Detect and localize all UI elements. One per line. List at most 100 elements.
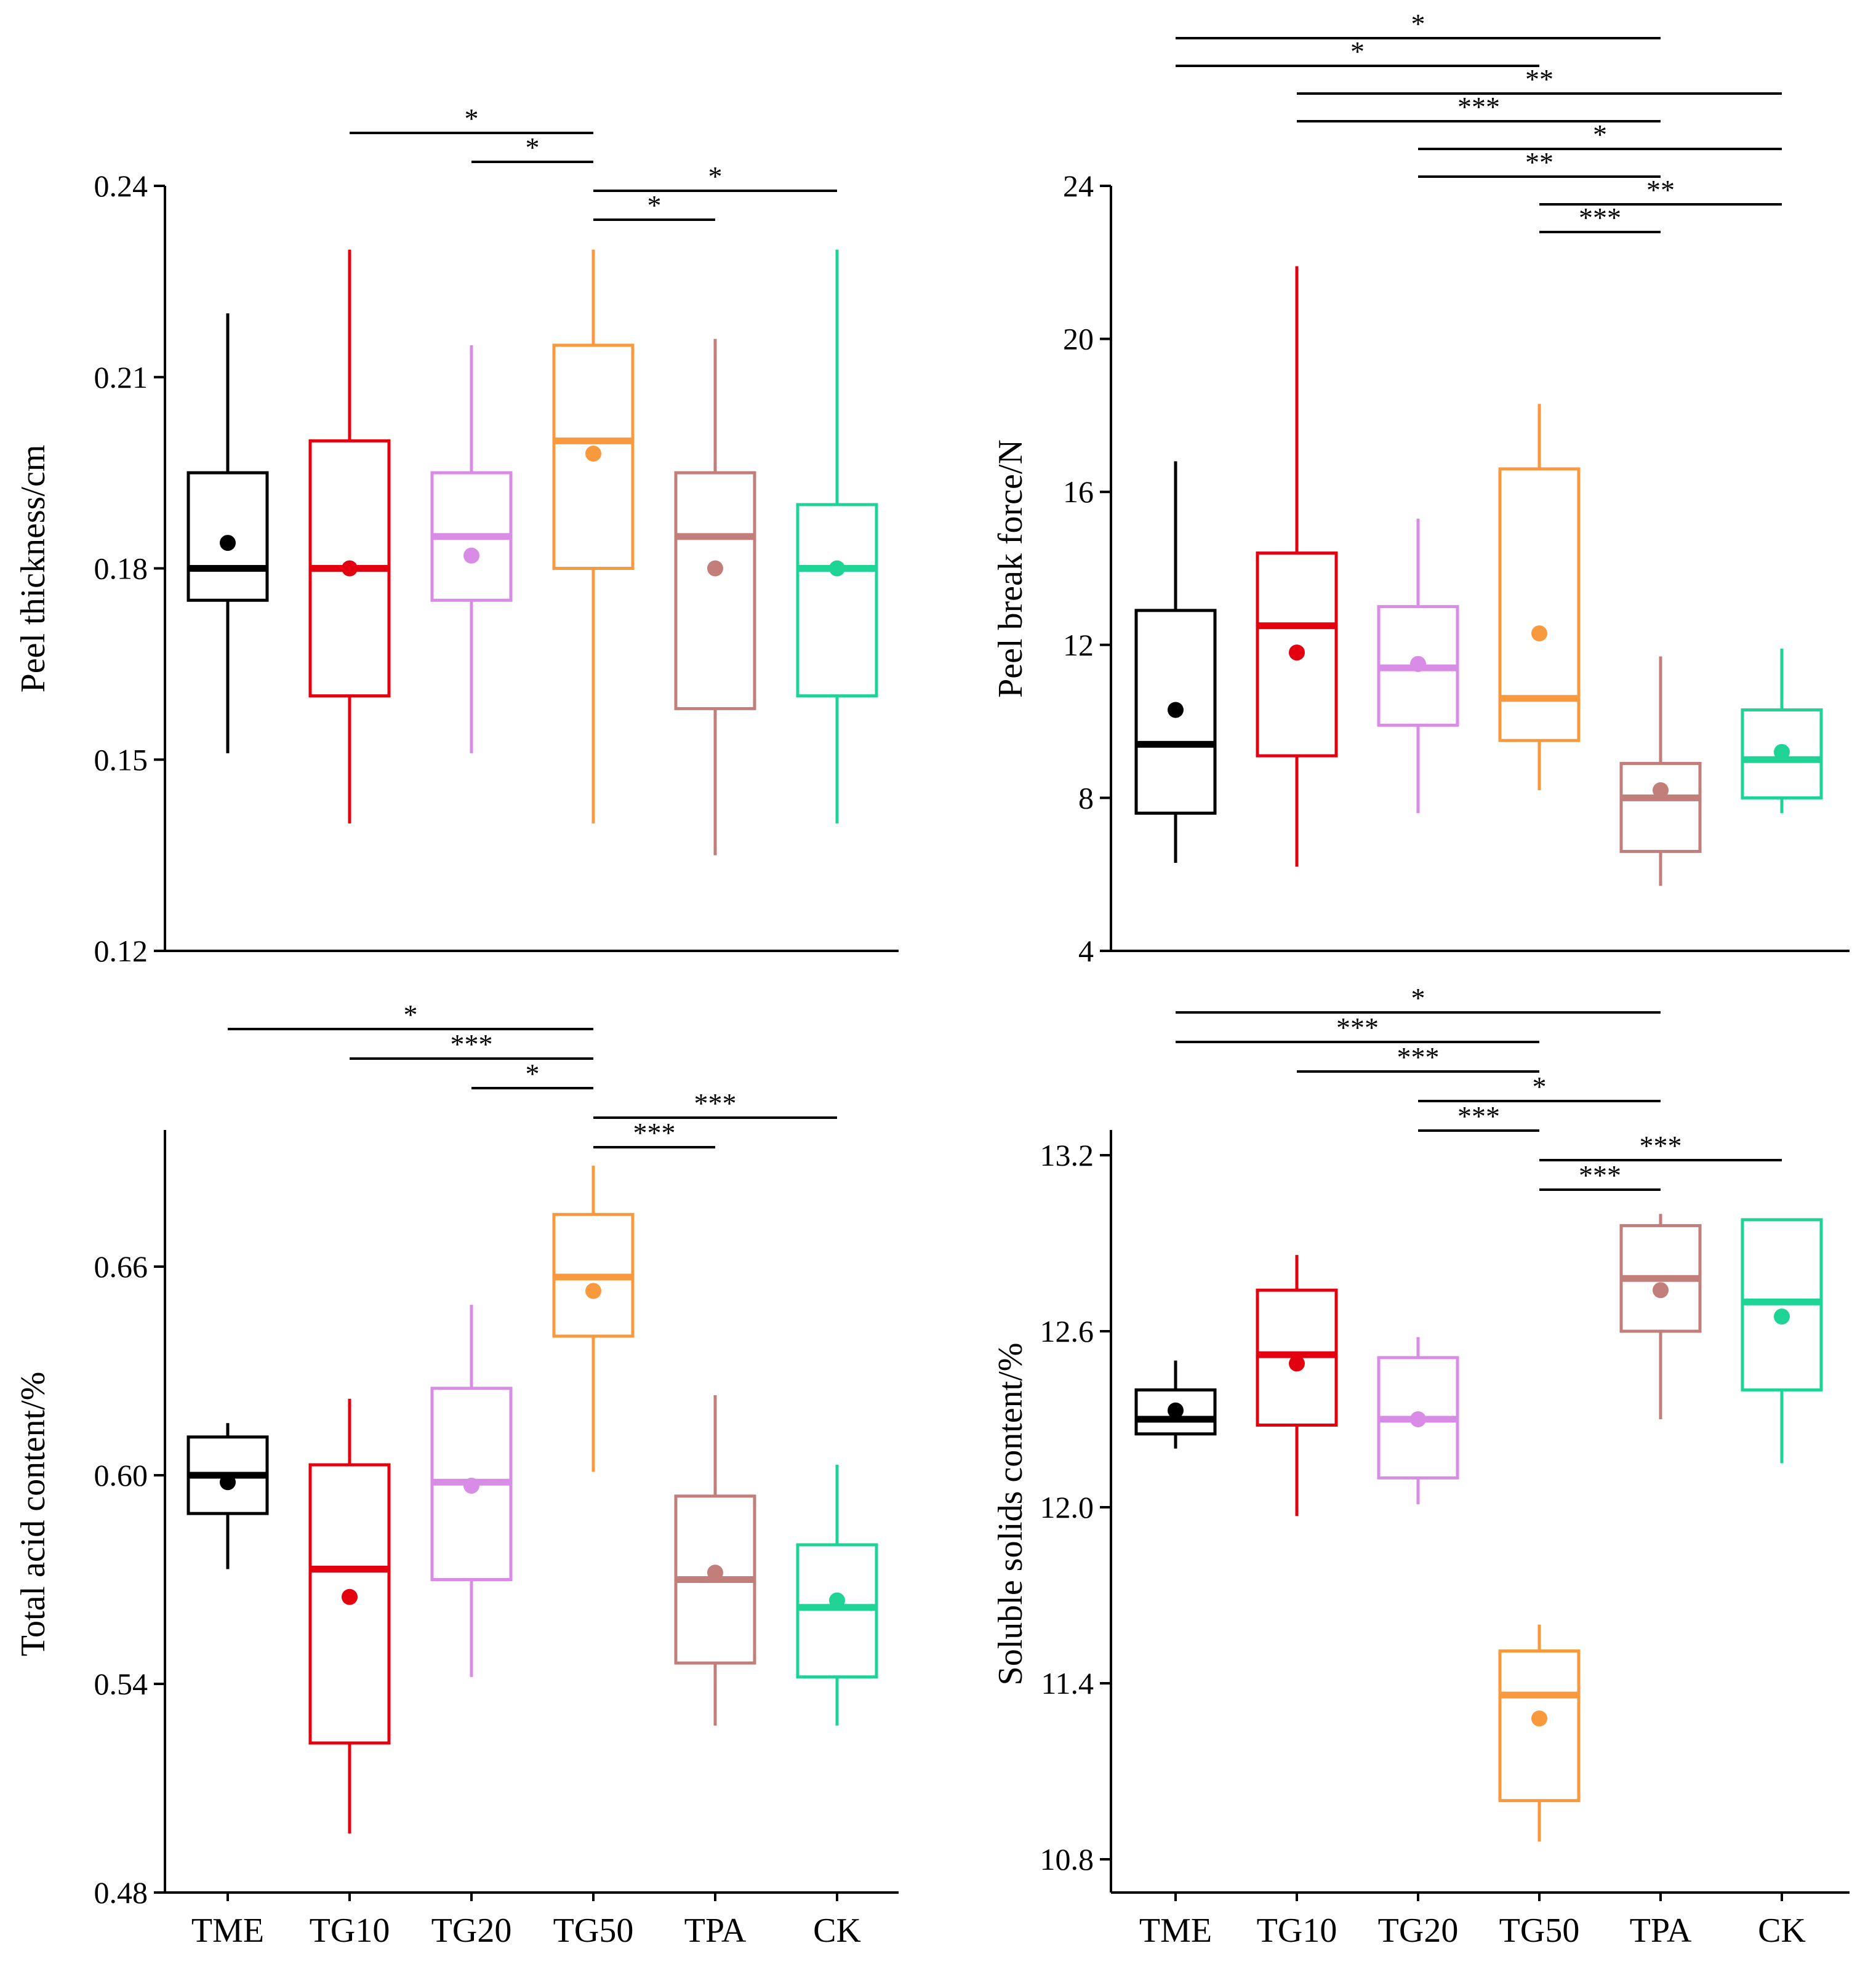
significance-label: ** [1525, 146, 1553, 178]
significance-label: * [1533, 1071, 1547, 1102]
significance-label: *** [1397, 1041, 1440, 1073]
box-iqr [1619, 761, 1702, 853]
y-tick-label: 13.2 [1040, 1138, 1094, 1172]
box-tme [1134, 1360, 1217, 1449]
box-ck [1741, 1218, 1823, 1464]
x-tick-label-tpa: TPA [1630, 1912, 1692, 1950]
significance-label: *** [1640, 1130, 1682, 1161]
y-tick-label: 24 [1063, 169, 1094, 203]
box-iqr [1134, 1388, 1217, 1436]
y-tick-label: 0.60 [94, 1458, 148, 1492]
x-tick-label-tg20: TG20 [431, 1912, 512, 1950]
significance-bracket: *** [1539, 202, 1661, 233]
box-tg10 [1256, 266, 1338, 867]
significance-bracket: * [228, 999, 593, 1030]
y-tick-label: 0.48 [94, 1875, 148, 1910]
significance-bracket: * [593, 161, 837, 192]
x-tick-label-tg20: TG20 [1378, 1912, 1459, 1950]
significance-label: *** [1457, 91, 1500, 122]
y-axis-title: Peel break force/N [992, 439, 1030, 698]
box-tpa [674, 1395, 756, 1726]
box-tg50 [1498, 1624, 1581, 1842]
box-tpa [674, 339, 756, 855]
mean-point [1168, 1402, 1184, 1419]
mean-point [1774, 743, 1790, 760]
significance-bracket: *** [1176, 1012, 1539, 1043]
box-tg50 [552, 249, 635, 823]
mean-point [1289, 1355, 1305, 1372]
significance-label: * [404, 999, 418, 1030]
y-tick-label: 12 [1063, 628, 1094, 662]
y-tick-label: 0.21 [94, 360, 148, 395]
mean-point [707, 560, 723, 577]
box-ck [796, 1465, 878, 1726]
significance-bracket: *** [1297, 1041, 1539, 1073]
mean-point [585, 1283, 601, 1299]
x-tick-label-tme: TME [191, 1912, 264, 1950]
significance-bracket: ** [1418, 146, 1661, 178]
box-tg50 [1498, 404, 1581, 790]
mean-point [342, 1588, 358, 1605]
x-tick-label-tg10: TG10 [1257, 1912, 1337, 1950]
mean-point [463, 1477, 479, 1494]
box-iqr [1256, 551, 1338, 758]
chart-panel-total-acid-content: 0.48 0.54 0.60 0.66 Total acid content/% TME T… [14, 999, 899, 1950]
box-tme [1134, 461, 1217, 863]
significance-bracket: *** [1539, 1160, 1661, 1191]
box-tg20 [1377, 518, 1459, 814]
box-tg20 [430, 345, 513, 753]
significance-bracket: * [471, 132, 593, 163]
significance-bracket: ** [1297, 63, 1782, 95]
significance-bracket: * [1418, 1071, 1661, 1102]
significance-bracket: *** [350, 1028, 593, 1060]
significance-bracket: *** [593, 1117, 715, 1148]
box-tg20 [430, 1305, 513, 1677]
mean-point [1168, 702, 1184, 718]
significance-label: * [465, 103, 479, 134]
x-tick-label-ck: CK [1758, 1912, 1806, 1950]
y-tick-label: 0.54 [94, 1667, 148, 1701]
significance-label: *** [1457, 1100, 1500, 1132]
chart-panel-soluble-solids-content: 10.8 11.4 12.0 12.6 13.2 Soluble solids conte… [992, 982, 1850, 1950]
y-tick-label: 0.15 [94, 742, 148, 777]
significance-label: *** [451, 1028, 493, 1060]
y-tick-label: 0.18 [94, 551, 148, 586]
significance-bracket: *** [1297, 91, 1661, 122]
x-tick-label-tg50: TG50 [553, 1912, 634, 1950]
box-iqr [1498, 1649, 1581, 1803]
box-tg10 [1256, 1255, 1338, 1516]
x-tick-label-ck: CK [813, 1912, 861, 1950]
significance-bracket: *** [1418, 1100, 1539, 1132]
box-iqr [1498, 467, 1581, 742]
significance-bracket: * [350, 103, 593, 134]
box-iqr [552, 343, 635, 570]
y-tick-label: 4 [1078, 934, 1094, 968]
y-tick-label: 0.24 [94, 169, 148, 203]
mean-point [1531, 625, 1547, 642]
mean-point [1289, 644, 1305, 661]
mean-point [463, 547, 479, 564]
significance-label: * [1411, 8, 1425, 39]
significance-label: * [1411, 982, 1425, 1014]
y-tick-label: 16 [1063, 475, 1094, 509]
significance-bracket: * [1176, 8, 1661, 39]
significance-bracket: * [471, 1058, 593, 1089]
significance-bracket: *** [593, 1088, 837, 1119]
significance-bracket: * [1176, 36, 1539, 67]
mean-point [1653, 1282, 1669, 1299]
box-iqr [1741, 708, 1823, 799]
y-tick-label: 10.8 [1040, 1842, 1094, 1877]
x-tick-label-tpa: TPA [684, 1912, 747, 1950]
significance-label: * [647, 190, 662, 221]
x-tick-label-tg50: TG50 [1499, 1912, 1580, 1950]
y-tick-label: 20 [1063, 322, 1094, 356]
significance-bracket: ** [1539, 174, 1782, 206]
significance-label: * [526, 132, 540, 163]
box-tg10 [308, 1398, 391, 1833]
significance-bracket: *** [1539, 1130, 1782, 1161]
y-tick-label: 11.4 [1041, 1666, 1094, 1701]
significance-label: * [1350, 36, 1365, 67]
mean-point [220, 1474, 236, 1491]
box-tme [186, 1423, 269, 1569]
box-tg10 [308, 249, 391, 823]
